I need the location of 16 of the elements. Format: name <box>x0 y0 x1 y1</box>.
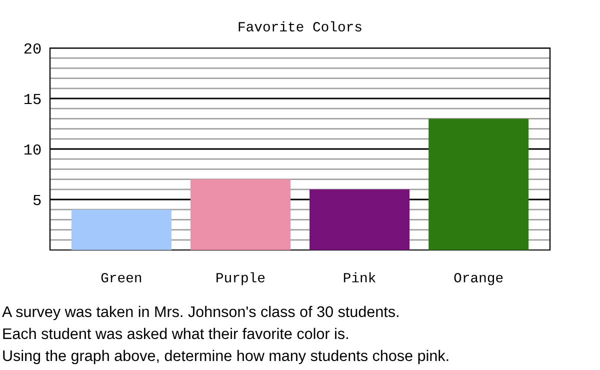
bar <box>71 210 172 250</box>
bar <box>428 118 529 250</box>
chart-title: Favorite Colors <box>238 21 362 32</box>
bar <box>310 189 410 250</box>
y-tick-label: 10 <box>24 144 41 155</box>
x-tick-label: Purple <box>216 272 265 286</box>
bar <box>190 179 290 250</box>
text: Using the graph above, determine how many students chose pink. <box>3 350 448 364</box>
y-tick-label: 20 <box>24 43 41 54</box>
y-tick-label: 5 <box>33 194 41 206</box>
x-tick-label: Pink <box>344 272 376 282</box>
x-tick-label: Orange <box>454 272 503 286</box>
text: A survey was taken in Mrs. Johnson's class of 30 students. <box>2 306 398 320</box>
text: Each student was asked what their favorite color is. <box>3 328 348 340</box>
x-tick-label: Green <box>101 272 142 282</box>
y-tick-label: 15 <box>24 94 41 104</box>
